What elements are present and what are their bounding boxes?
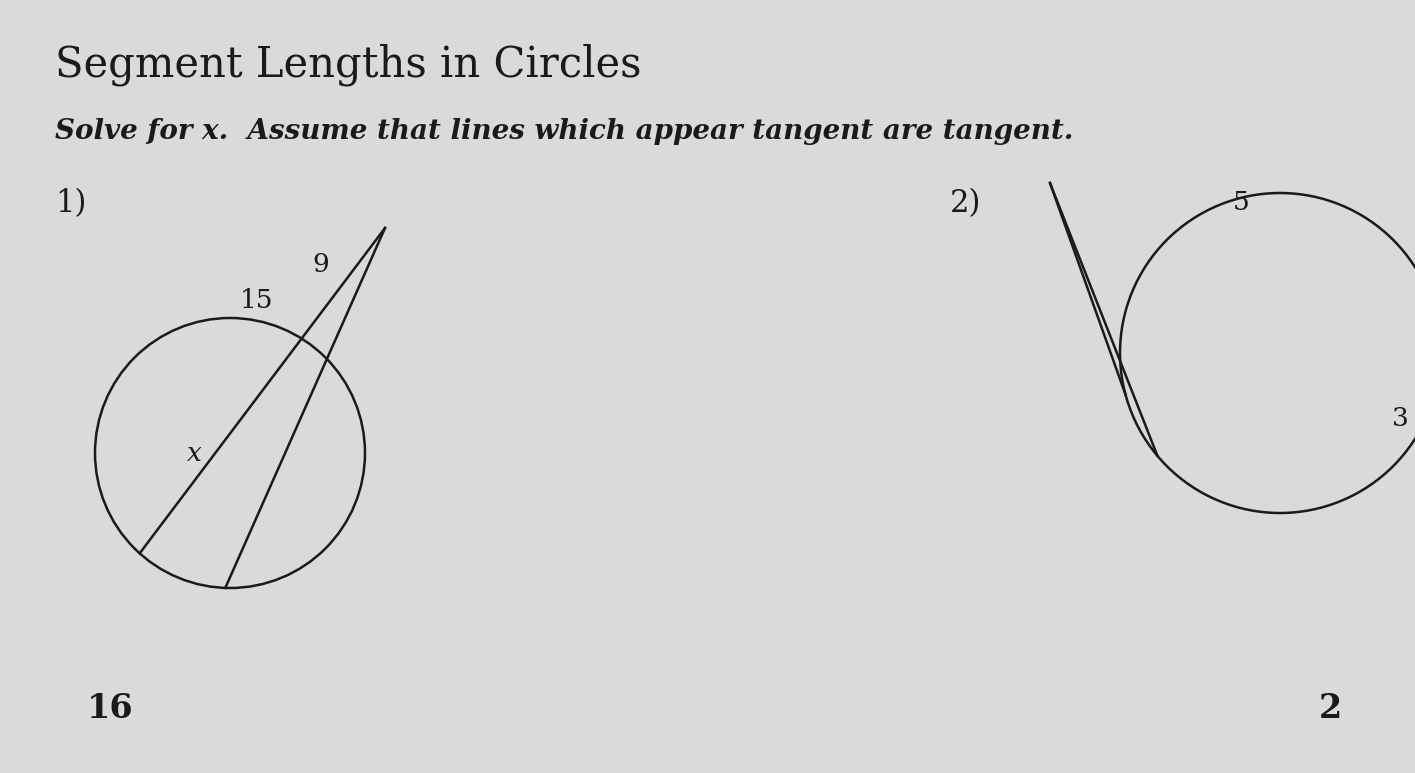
Text: 2: 2 <box>1319 692 1341 724</box>
Text: 1): 1) <box>55 188 86 219</box>
Text: 2): 2) <box>949 188 982 219</box>
Text: 3: 3 <box>1391 406 1408 431</box>
Text: x: x <box>187 441 202 466</box>
Text: Segment Lengths in Circles: Segment Lengths in Circles <box>55 43 641 86</box>
Text: 16: 16 <box>86 692 133 724</box>
Text: 5: 5 <box>1232 190 1249 215</box>
Text: 15: 15 <box>239 288 273 312</box>
Text: 9: 9 <box>311 252 328 277</box>
Text: Solve for x.  Assume that lines which appear tangent are tangent.: Solve for x. Assume that lines which app… <box>55 118 1074 145</box>
